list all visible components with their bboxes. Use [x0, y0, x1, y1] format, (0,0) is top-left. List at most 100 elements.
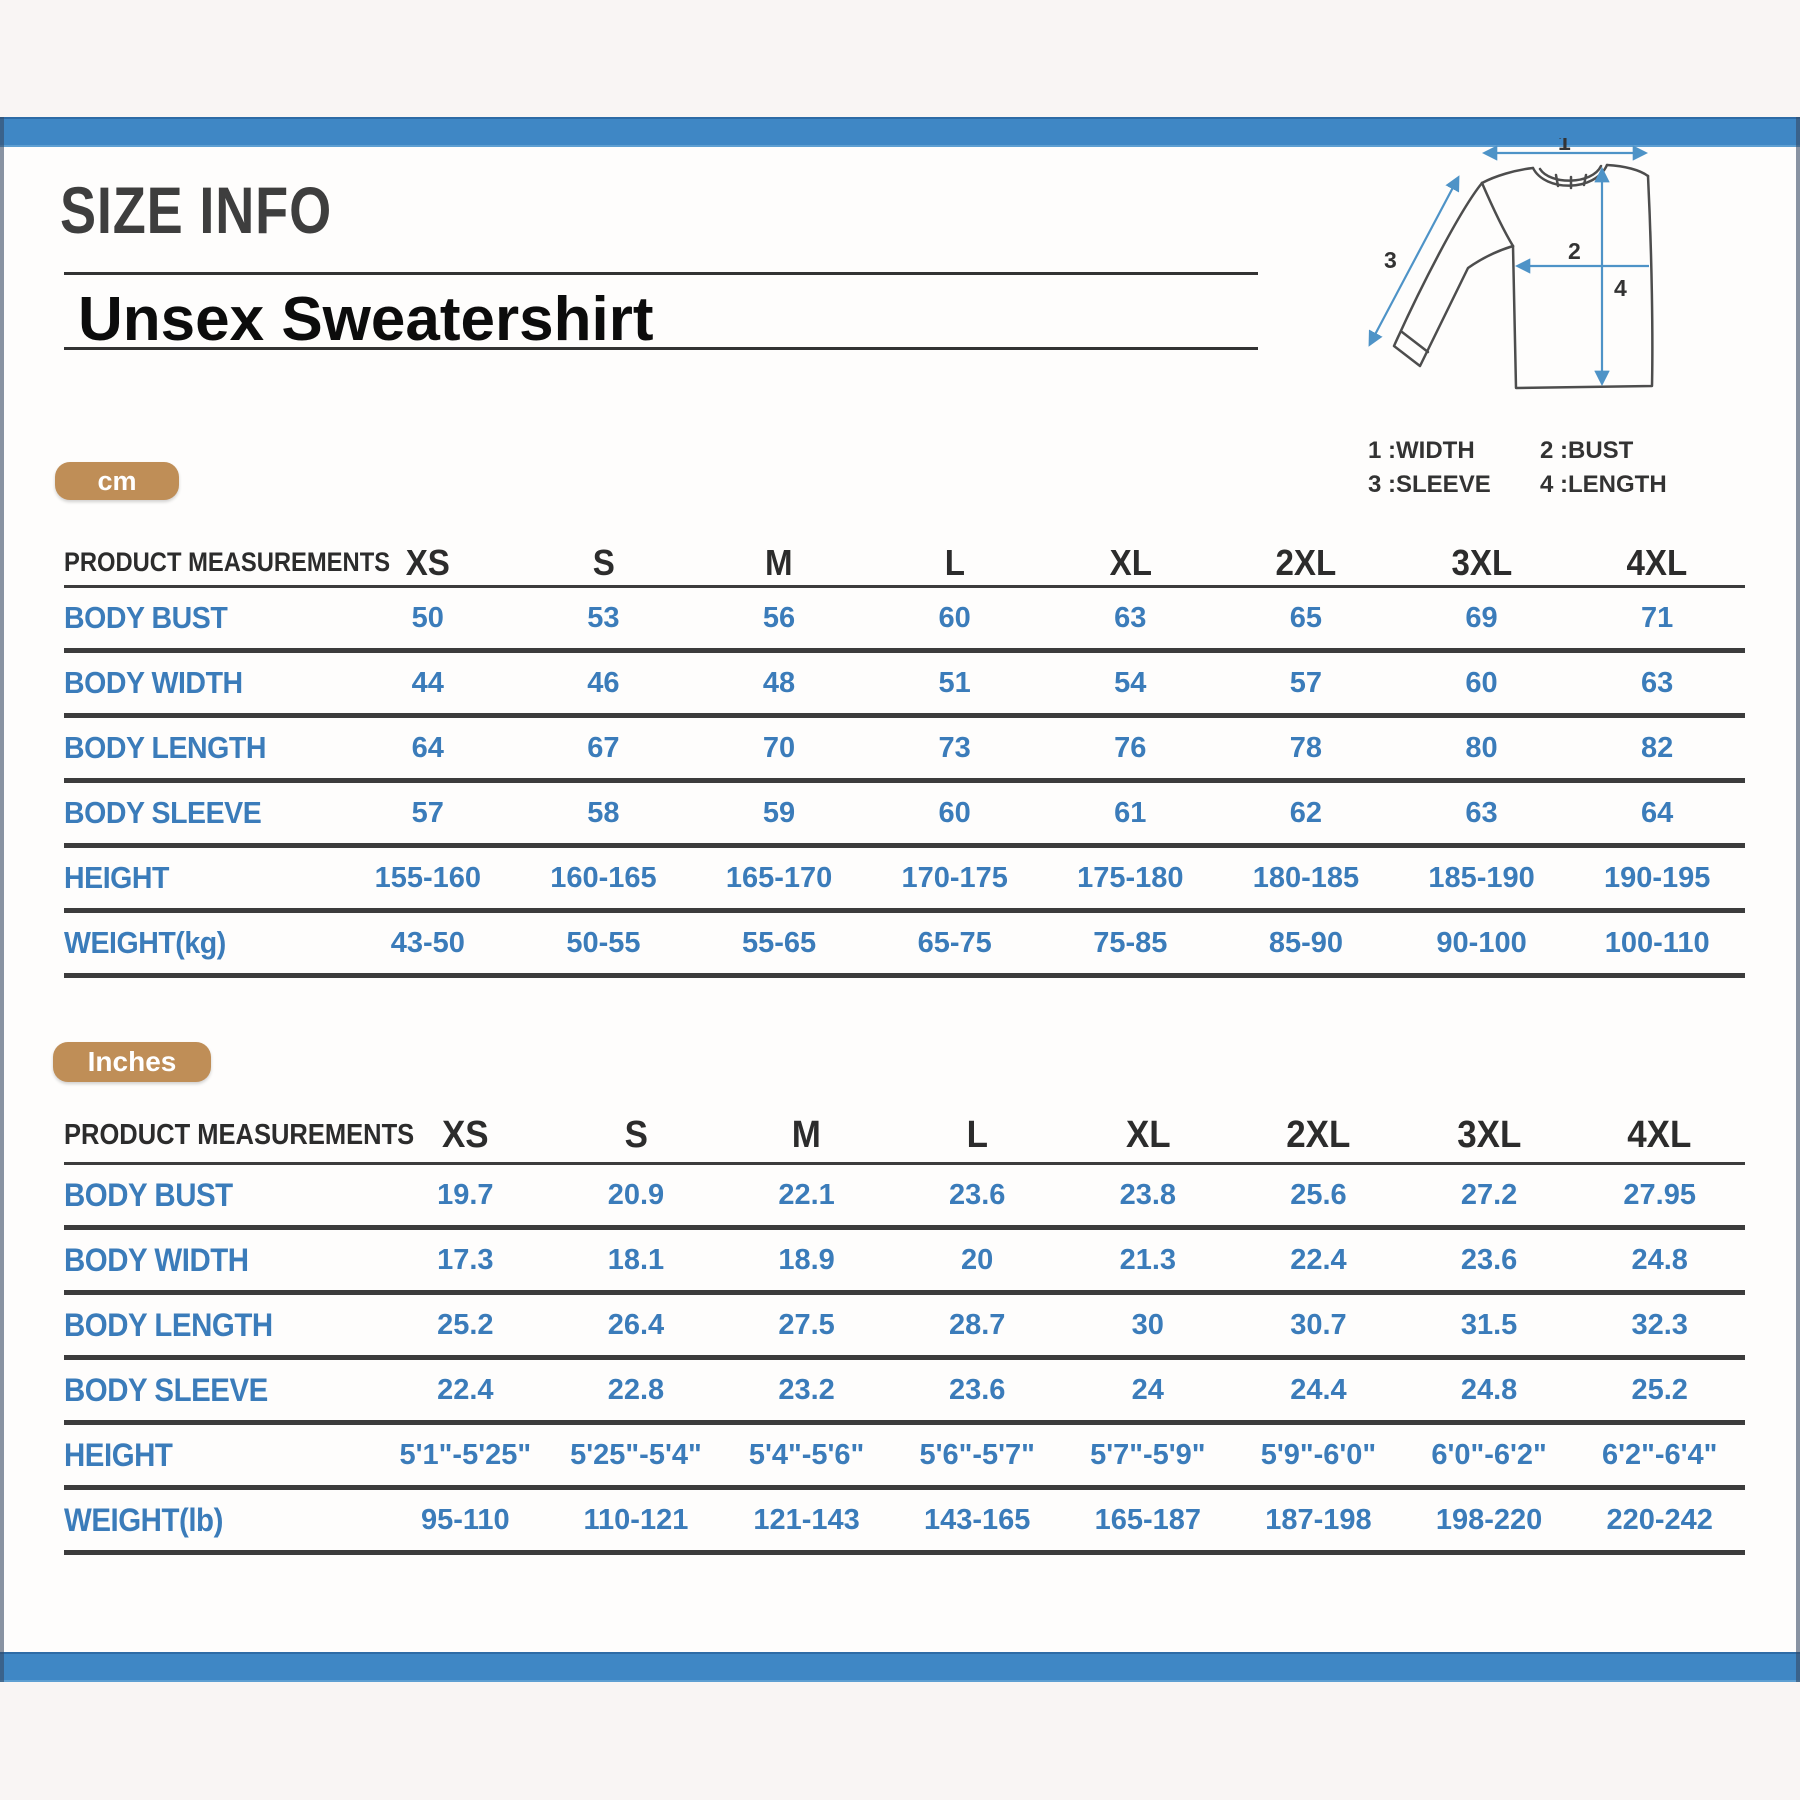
size-column-header: 4XL [1627, 1113, 1692, 1156]
size-table-row: HEIGHT 5'1"-5'25" 5'25"-5'4" 5'4"-5'6" 5'6"-… [64, 1425, 1745, 1490]
size-table-row: BODY WIDTH 44 46 48 51 54 57 60 63 [64, 653, 1745, 718]
size-value-cell: 26.4 [607, 1308, 665, 1341]
size-value-cell: 22.8 [607, 1373, 665, 1406]
size-value-cell: 69 [1465, 601, 1498, 634]
size-value-cell: 100-110 [1604, 926, 1710, 959]
size-value-cell: 76 [1114, 731, 1147, 764]
legend-item-sleeve: 3 :SLEEVE [1368, 471, 1491, 498]
size-value-cell: 95-110 [420, 1503, 510, 1536]
size-column-header: L [966, 1113, 988, 1156]
size-value-cell: 67 [587, 731, 620, 764]
size-value-cell: 30 [1131, 1308, 1164, 1341]
size-value-cell: 19.7 [437, 1178, 494, 1211]
size-table-row: BODY BUST 19.7 20.9 22.1 23.6 23.8 25.6 27.2 27.… [64, 1165, 1745, 1230]
size-value-cell: 90-100 [1436, 926, 1527, 959]
size-table-row: WEIGHT(lb) 95-110 110-121 121-143 143-165 165… [64, 1490, 1745, 1555]
size-value-cell: 59 [762, 796, 796, 829]
size-value-cell: 85-90 [1268, 926, 1344, 959]
size-column-header: 2XL [1286, 1113, 1351, 1156]
size-column-header: S [592, 541, 615, 583]
size-value-cell: 57 [411, 796, 444, 829]
sweatshirt-outline [1392, 163, 1654, 390]
size-value-cell: 28.7 [948, 1308, 1006, 1341]
size-value-cell: 27.2 [1460, 1178, 1518, 1211]
size-value-cell: 24.8 [1631, 1243, 1688, 1276]
size-value-cell: 55-65 [741, 926, 817, 959]
size-value-cell: 57 [1289, 666, 1323, 699]
size-column-header: XS [405, 541, 450, 583]
size-value-cell: 22.1 [778, 1178, 835, 1211]
size-value-cell: 71 [1641, 601, 1674, 634]
size-value-cell: 23.8 [1119, 1178, 1177, 1211]
size-column-header: XL [1125, 1113, 1171, 1156]
product-name: Unsex Sweatershirt [78, 285, 654, 354]
size-value-cell: 63 [1114, 601, 1147, 634]
size-value-cell: 185-190 [1428, 861, 1535, 894]
size-value-cell: 63 [1641, 666, 1674, 699]
size-table-row: BODY WIDTH 17.3 18.1 18.9 20 21.3 22.4 23.6 24.8 [64, 1230, 1745, 1295]
size-value-cell: 20.9 [607, 1178, 665, 1211]
size-value-cell: 5'6"-5'7" [919, 1438, 1035, 1471]
size-column-header: M [765, 541, 793, 583]
size-column-header: L [944, 541, 965, 583]
unit-badge-inches: Inches [53, 1042, 211, 1082]
size-value-cell: 18.9 [778, 1243, 835, 1276]
row-label: HEIGHT [64, 860, 169, 895]
size-value-cell: 23.2 [778, 1373, 835, 1406]
page-title: SIZE INFO [60, 173, 332, 247]
measurement-legend: 1 :WIDTH 2 :BUST 3 :SLEEVE 4 :LENGTH [1368, 437, 1667, 499]
size-value-cell: 21.3 [1119, 1243, 1177, 1276]
size-value-cell: 23.6 [948, 1178, 1006, 1211]
size-table-cm: PRODUCT MEASUREMENTS XS S M L XL 2XL 3XL 4XL BODY… [64, 540, 1745, 978]
size-value-cell: 58 [587, 796, 620, 829]
size-table-row: BODY LENGTH 64 67 70 73 76 78 80 82 [64, 718, 1745, 783]
size-value-cell: 17.3 [437, 1243, 494, 1276]
measurement-arrows [1368, 145, 1649, 387]
size-value-cell: 51 [938, 666, 971, 699]
size-value-cell: 30.7 [1290, 1308, 1347, 1341]
row-label: WEIGHT(kg) [64, 925, 226, 960]
size-value-cell: 82 [1641, 731, 1674, 764]
size-value-cell: 22.4 [437, 1373, 494, 1406]
size-value-cell: 160-165 [550, 861, 657, 894]
legend-item-bust: 2 :BUST [1540, 437, 1634, 464]
row-label: BODY BUST [64, 600, 228, 635]
size-value-cell: 62 [1289, 796, 1323, 829]
bottom-accent-bar [0, 1652, 1800, 1682]
size-value-cell: 6'0"-6'2" [1431, 1438, 1547, 1471]
arrow-label-1: 1 [1558, 138, 1571, 155]
measurements-header: PRODUCT MEASUREMENTS [64, 1118, 415, 1151]
row-label: WEIGHT(lb) [64, 1501, 223, 1538]
size-column-header: M [792, 1113, 822, 1156]
row-label: BODY SLEEVE [64, 795, 262, 830]
divider-line-bottom [64, 347, 1258, 350]
size-value-cell: 64 [411, 731, 444, 764]
divider-line-top [64, 272, 1258, 275]
arrow-label-3: 3 [1384, 247, 1397, 273]
size-value-cell: 24.8 [1460, 1373, 1518, 1406]
size-value-cell: 80 [1465, 731, 1498, 764]
size-value-cell: 187-198 [1265, 1503, 1372, 1536]
size-value-cell: 170-175 [901, 861, 1008, 894]
size-value-cell: 121-143 [753, 1503, 860, 1536]
size-value-cell: 18.1 [607, 1243, 665, 1276]
measurements-header: PRODUCT MEASUREMENTS [64, 547, 391, 577]
size-value-cell: 56 [762, 601, 796, 634]
size-value-cell: 5'1"-5'25" [399, 1438, 532, 1471]
legend-item-length: 4 :LENGTH [1540, 471, 1667, 498]
size-value-cell: 31.5 [1460, 1308, 1518, 1341]
size-table-row: BODY BUST 50 53 56 60 63 65 69 71 [64, 588, 1745, 653]
size-value-cell: 23.6 [948, 1373, 1006, 1406]
size-value-cell: 54 [1114, 666, 1147, 699]
size-value-cell: 25.6 [1290, 1178, 1347, 1211]
size-value-cell: 73 [938, 731, 971, 764]
size-value-cell: 180-185 [1252, 861, 1360, 894]
size-table-row: WEIGHT(kg) 43-50 50-55 55-65 65-75 75-85 85-90… [64, 913, 1745, 978]
size-value-cell: 20 [961, 1243, 994, 1276]
size-value-cell: 48 [762, 666, 796, 699]
size-value-cell: 65-75 [917, 926, 992, 959]
row-label: BODY WIDTH [64, 1241, 249, 1278]
size-table-header-row: PRODUCT MEASUREMENTS XS S M L XL 2XL 3XL 4XL [64, 1108, 1745, 1165]
sweatshirt-measurement-diagram: 1 2 3 4 [1368, 138, 1654, 390]
